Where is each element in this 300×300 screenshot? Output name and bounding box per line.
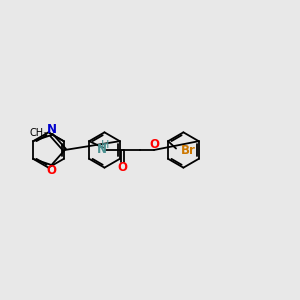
Text: O: O [46, 164, 56, 176]
Text: CH₃: CH₃ [29, 128, 47, 138]
Text: Br: Br [181, 143, 195, 157]
Text: O: O [149, 139, 160, 152]
Text: H: H [101, 140, 110, 150]
Text: O: O [118, 161, 128, 174]
Text: N: N [46, 124, 56, 136]
Text: N: N [97, 142, 107, 156]
